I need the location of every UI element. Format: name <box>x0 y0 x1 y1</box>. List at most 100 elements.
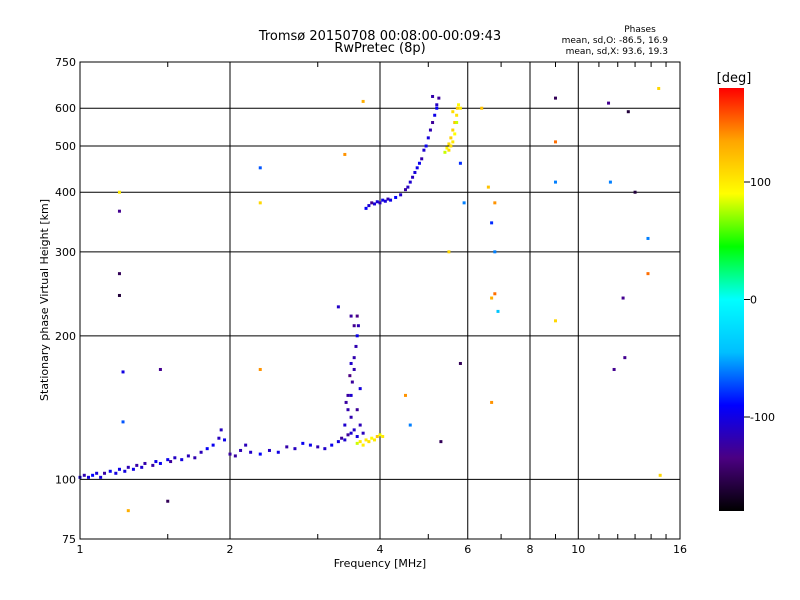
data-point <box>186 454 190 458</box>
data-point <box>447 148 451 152</box>
y-tick-label: 100 <box>55 473 76 486</box>
data-point <box>381 198 385 202</box>
data-point <box>217 436 221 440</box>
data-point <box>117 272 121 276</box>
data-point <box>131 467 135 471</box>
data-point <box>158 461 162 465</box>
data-point <box>399 193 403 197</box>
data-point <box>219 428 223 432</box>
data-point <box>370 436 374 440</box>
data-point <box>553 96 557 100</box>
data-point <box>447 142 451 146</box>
data-point <box>435 106 439 110</box>
data-point <box>95 471 99 475</box>
data-point <box>349 393 353 397</box>
data-points <box>78 86 662 513</box>
data-point <box>352 324 356 328</box>
x-tick-label: 6 <box>464 543 471 556</box>
colorbar-tick-label: -100 <box>750 411 775 424</box>
data-point <box>490 296 494 300</box>
data-point <box>158 367 162 371</box>
data-point <box>211 443 215 447</box>
data-point <box>228 452 232 456</box>
data-point <box>422 148 426 152</box>
data-point <box>612 367 616 371</box>
data-point <box>143 461 147 465</box>
data-point <box>193 456 197 460</box>
data-point <box>349 361 353 365</box>
data-point <box>355 408 359 412</box>
data-point <box>344 400 348 404</box>
data-point <box>117 293 121 297</box>
data-point <box>426 136 430 140</box>
data-point <box>358 387 362 391</box>
data-point <box>486 185 490 189</box>
data-point <box>607 101 611 105</box>
data-point <box>361 431 365 435</box>
data-point <box>437 96 441 100</box>
data-point <box>455 106 459 110</box>
data-point <box>493 201 497 205</box>
data-point <box>346 433 350 437</box>
data-point <box>646 272 650 276</box>
y-tick-label: 75 <box>62 533 76 546</box>
data-point <box>453 121 457 125</box>
colorbar-tick-label: 0 <box>750 294 757 307</box>
data-point <box>626 110 630 114</box>
legend-line-o: mean, sd,O: -86.5, 16.9 <box>562 36 669 46</box>
data-point <box>121 370 125 374</box>
data-point <box>408 423 412 427</box>
data-point <box>239 448 243 452</box>
data-point <box>346 393 350 397</box>
data-point <box>458 161 462 165</box>
data-point <box>108 469 112 473</box>
y-axis-ticks: 75 100 200 300 400 500 600 750 <box>55 56 76 546</box>
data-point <box>258 201 262 205</box>
x-axis-label: Frequency [MHz] <box>334 557 426 570</box>
data-point <box>223 438 227 442</box>
x-tick-label: 16 <box>673 543 687 556</box>
data-point <box>413 170 417 174</box>
data-point <box>375 200 379 204</box>
data-point <box>352 367 356 371</box>
data-point <box>458 106 462 110</box>
data-point <box>451 140 455 144</box>
data-point <box>431 94 435 98</box>
data-point <box>364 206 368 210</box>
data-point <box>389 198 393 202</box>
data-point <box>378 433 382 437</box>
data-point <box>103 471 107 475</box>
data-point <box>354 344 358 348</box>
data-point <box>249 450 253 454</box>
data-point <box>490 400 494 404</box>
data-point <box>433 113 437 117</box>
data-point <box>355 334 359 338</box>
data-point <box>356 324 360 328</box>
data-point <box>343 438 347 442</box>
data-point <box>403 393 407 397</box>
data-point <box>367 440 371 444</box>
data-point <box>258 367 262 371</box>
y-tick-label: 600 <box>55 102 76 115</box>
data-point <box>383 199 387 203</box>
x-tick-label: 4 <box>377 543 384 556</box>
data-point <box>316 445 320 449</box>
data-point <box>420 157 424 161</box>
data-point <box>375 435 379 439</box>
data-point <box>361 443 365 447</box>
data-point <box>358 440 362 444</box>
data-point <box>151 463 155 467</box>
data-point <box>199 450 203 454</box>
data-point <box>233 454 237 458</box>
data-point <box>424 144 428 148</box>
data-point <box>553 319 557 323</box>
data-point <box>358 423 362 427</box>
data-point <box>458 361 462 365</box>
data-point <box>355 441 359 445</box>
chart-subtitle: RwPretec (8p) <box>334 41 425 56</box>
data-point <box>169 460 173 464</box>
data-point <box>490 221 494 225</box>
grid-lines <box>80 62 680 539</box>
data-point <box>451 128 455 132</box>
